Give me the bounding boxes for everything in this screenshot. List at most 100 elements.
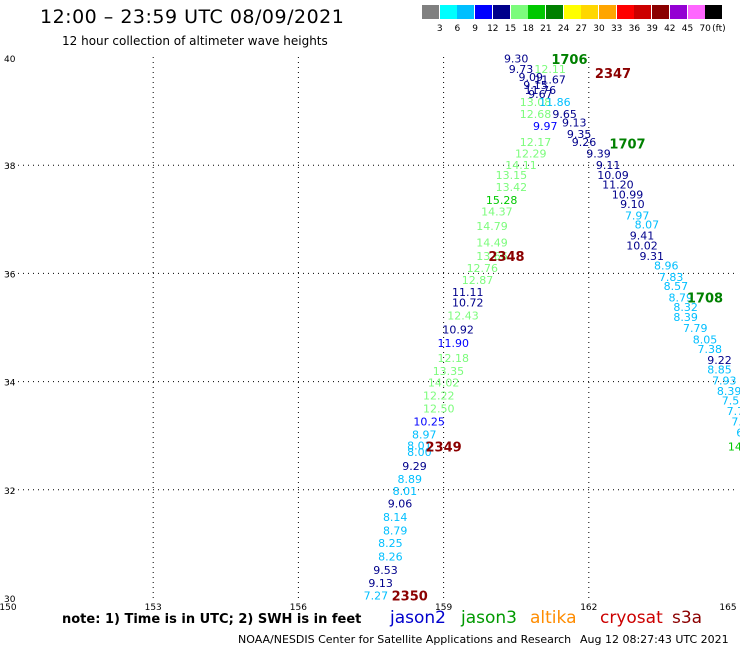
swh-data-label: 10.99 (612, 188, 644, 201)
swh-data-label: 13.35 (433, 365, 465, 378)
swh-data-label: 8.07 (635, 219, 660, 232)
legend-label: 70 (699, 24, 711, 34)
swh-data-label: 9.65 (552, 108, 577, 121)
legend-swatch (457, 5, 475, 19)
legend-label: 18 (522, 24, 534, 34)
swh-data-label: 7.71 (731, 416, 740, 429)
swh-data-label: 15.28 (486, 194, 518, 207)
x-tick-label: 162 (580, 603, 597, 613)
satellite-label-cryosat: cryosat (600, 608, 663, 628)
swh-data-label: 14.79 (476, 220, 508, 233)
swh-data-label: 14.37 (481, 206, 513, 219)
swh-data-label: 9.06 (388, 497, 413, 510)
y-tick-label: 40 (4, 55, 16, 65)
swh-data-label: 13.08 (520, 96, 552, 109)
swh-data-label: 10.09 (597, 169, 629, 182)
swh-data-label: 9.41 (630, 230, 655, 243)
legend-label: 39 (646, 24, 658, 34)
swh-data-label: 9.09 (518, 71, 543, 84)
swh-data-label: 12.76 (467, 262, 499, 275)
legend-label: 12 (487, 24, 499, 34)
footer-credit: NOAA/NESDIS Center for Satellite Applica… (238, 633, 572, 646)
time-label: 1708 (687, 292, 723, 307)
x-tick-label: 159 (435, 603, 452, 613)
legend-label: 42 (664, 24, 676, 34)
legend-swatch (616, 5, 634, 19)
swh-data-label: 8.57 (664, 280, 689, 293)
satellite-label-altika: altika (530, 608, 577, 628)
swh-data-label: 9.53 (373, 564, 398, 577)
legend-label: 9 (472, 24, 478, 34)
satellite-label-jason3: jason3 (461, 608, 517, 628)
legend-label: 27 (575, 24, 588, 34)
swh-data-label: 9.11 (596, 159, 621, 172)
legend-swatch (439, 5, 457, 19)
swh-data-label: 11.11 (452, 286, 484, 299)
swh-data-label: 10.02 (626, 239, 658, 252)
swh-data-label: 9.31 (639, 250, 664, 263)
time-label: 2348 (488, 250, 524, 265)
swh-data-label: 8.32 (673, 301, 698, 314)
swh-data-label: 10.25 (413, 416, 445, 429)
swh-data-label: 9.15 (523, 79, 548, 92)
swh-data-label: 7.70 (727, 405, 740, 418)
swh-data-label: 9.97 (533, 120, 558, 133)
legend-label: 3 (436, 24, 443, 34)
swh-data-label: 7.27 (364, 589, 389, 602)
x-tick-label: 156 (290, 603, 307, 613)
swh-data-label: 9.73 (509, 63, 534, 76)
legend-label: 24 (557, 24, 570, 34)
legend-label: 36 (628, 24, 641, 34)
legend-swatch (705, 5, 723, 19)
legend-swatch (545, 5, 563, 19)
swh-data-label: 8.97 (412, 429, 437, 442)
swh-data-label: 9.13 (562, 116, 587, 129)
swh-data-label: 9.67 (528, 88, 553, 101)
swh-data-label: 8.01 (407, 439, 432, 452)
legend-label: 6 (454, 24, 461, 34)
swh-data-label: 13.66 (476, 250, 508, 263)
legend-swatch (510, 5, 528, 19)
swh-data-label: 8.79 (669, 292, 694, 305)
swh-data-label: 8.05 (693, 333, 718, 346)
legend-unit-label: (ft) (712, 24, 726, 34)
swh-data-label: 7.56 (722, 395, 740, 408)
swh-data-label: 9.30 (504, 53, 529, 66)
time-label: 2347 (595, 67, 631, 82)
swh-data-label: 9.29 (402, 460, 427, 473)
swh-data-label: 12.18 (438, 352, 470, 365)
x-tick-label: 153 (145, 603, 162, 613)
legend-label: 21 (540, 24, 552, 34)
y-tick-label: 34 (4, 379, 16, 389)
swh-data-label: 11.76 (525, 84, 557, 97)
swh-data-label: 12.29 (515, 147, 547, 160)
swh-data-label: 7.97 (625, 210, 650, 223)
legend-label: 45 (681, 24, 694, 34)
swh-data-label: 12.22 (423, 390, 455, 403)
legend-swatch (687, 5, 705, 19)
y-tick-label: 36 (4, 270, 16, 280)
swh-data-label: 13.42 (496, 181, 528, 194)
swh-data-label: 8.26 (378, 550, 403, 563)
legend-swatch (475, 5, 493, 19)
swh-data-label: 14.00 (728, 441, 740, 454)
y-tick-label: 38 (4, 162, 16, 172)
swh-data-label: 11.86 (539, 96, 571, 109)
time-label: 2350 (392, 589, 428, 604)
chart-title: 12:00 – 23:59 UTC 08/09/2021 (40, 6, 345, 28)
satellite-label-s3a: s3a (672, 608, 703, 628)
x-tick-label: 150 (0, 603, 17, 613)
swh-data-label: 9.22 (707, 354, 732, 367)
legend-swatch (528, 5, 546, 19)
swh-data-label: 10.72 (452, 297, 484, 310)
legend-swatch (492, 5, 510, 19)
swh-data-label: 8.39 (673, 311, 698, 324)
legend-swatch (563, 5, 581, 19)
swh-data-label: 8.01 (393, 485, 418, 498)
swh-data-label: 8.96 (654, 259, 679, 272)
swh-data-label: 6.49 (736, 426, 740, 439)
legend-swatch (422, 5, 439, 19)
swh-data-label: 8.39 (717, 385, 740, 398)
swh-data-label: 7.79 (683, 322, 708, 335)
swh-data-label: 12.43 (447, 310, 479, 323)
